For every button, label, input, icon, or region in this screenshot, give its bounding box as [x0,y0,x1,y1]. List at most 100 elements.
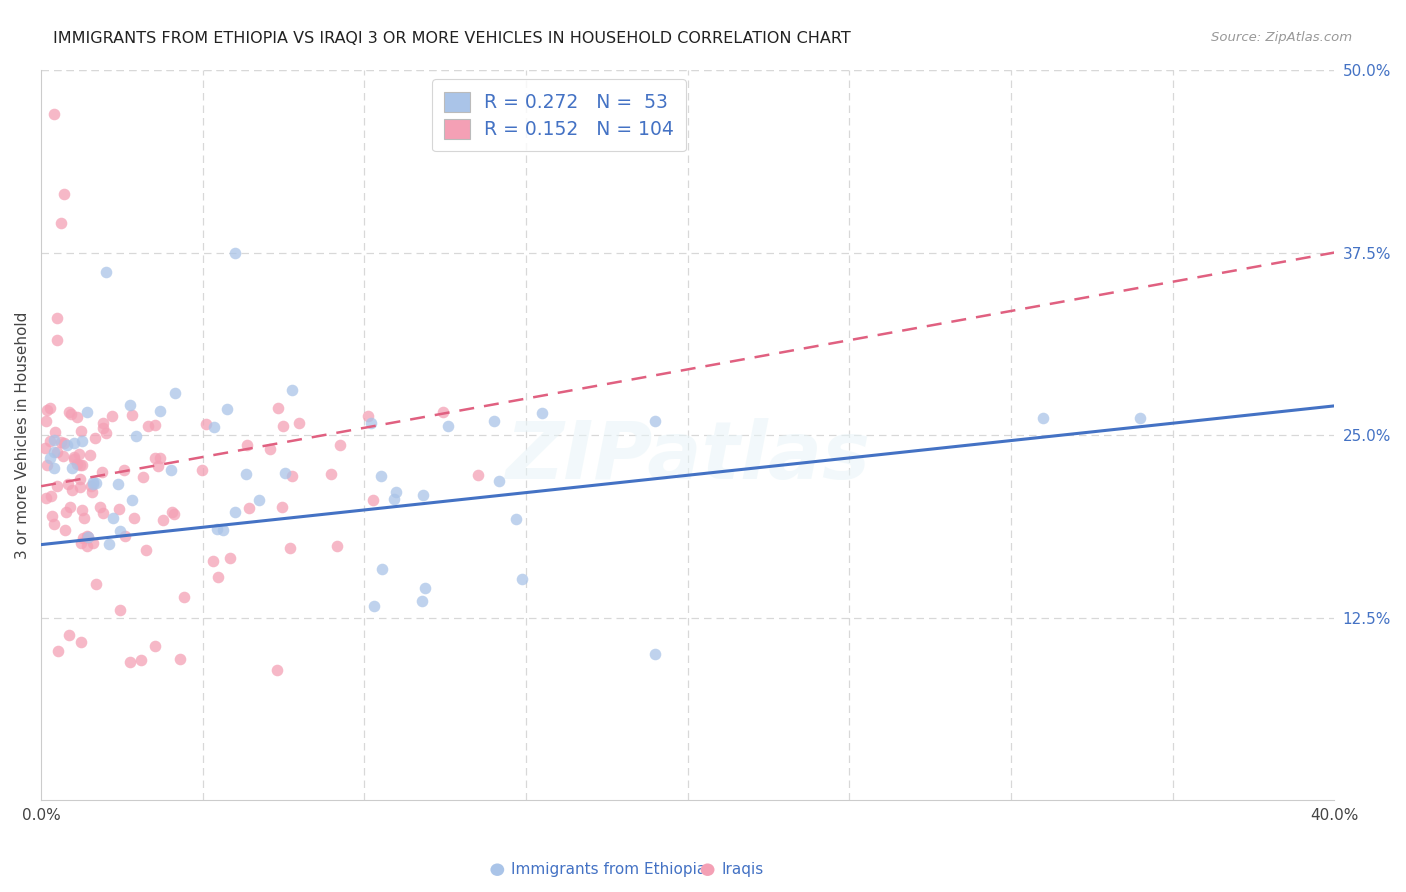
Point [79,449,101,463]
Point [160,505,183,519]
Point [363,599,385,614]
Point [173,590,195,604]
Point [91,506,114,520]
Point [52,436,75,450]
Point [91,416,114,430]
Point [259,442,281,456]
Point [44,517,66,532]
Point [101,409,124,423]
Point [70,536,93,550]
Point [45,479,67,493]
Point [169,652,191,666]
Point [467,468,489,483]
Point [67,447,90,461]
Point [135,543,157,558]
Point [207,570,229,584]
Point [218,551,240,566]
Point [129,653,152,667]
Point [76,529,98,543]
Point [125,429,148,443]
Point [66,457,89,471]
Text: Iraqis: Iraqis [721,863,763,877]
Point [118,398,141,412]
Point [488,474,510,488]
Point [90,465,112,479]
Point [63,450,86,464]
Point [202,554,225,568]
Point [267,401,290,416]
Point [136,419,159,434]
Point [66,410,89,425]
Point [42,107,65,121]
Point [77,530,100,544]
Point [39,401,62,415]
Point [644,647,666,661]
Point [235,438,257,452]
Point [73,511,96,525]
Point [52,449,75,463]
Point [70,458,93,473]
Point [89,500,111,514]
Point [58,405,80,419]
Point [69,472,91,486]
Point [82,536,104,550]
Text: Source: ZipAtlas.com: Source: ZipAtlas.com [1212,31,1353,45]
Point [86,475,108,490]
Point [91,421,114,435]
Point [49,216,72,230]
Point [44,433,66,447]
Point [46,311,69,326]
Point [69,635,91,649]
Point [215,402,238,417]
Point [58,477,80,491]
Point [149,451,172,466]
Point [274,466,297,480]
Point [436,418,458,433]
Point [110,524,132,538]
Point [278,541,301,555]
Point [432,404,454,418]
Point [60,407,83,421]
Point [224,245,246,260]
Point [160,463,183,477]
Point [194,417,217,431]
Point [35,402,58,417]
Point [60,461,83,475]
Point [45,445,67,459]
Point [82,484,104,499]
Point [143,451,166,466]
Point [1032,410,1054,425]
Point [77,530,100,544]
Point [38,451,60,466]
Point [280,383,302,397]
Text: ZIPatlas: ZIPatlas [505,418,870,496]
Point [287,416,309,430]
Point [510,572,533,586]
Point [271,418,294,433]
Point [62,436,84,450]
Point [84,577,107,591]
Point [385,485,408,500]
Point [146,458,169,473]
Point [326,539,349,553]
Point [37,458,59,472]
Point [69,480,91,494]
Point [202,420,225,434]
Point [371,562,394,576]
Point [70,503,93,517]
Point [94,264,117,278]
Point [361,492,384,507]
Point [143,417,166,432]
Text: IMMIGRANTS FROM ETHIOPIA VS IRAQI 3 OR MORE VEHICLES IN HOUSEHOLD CORRELATION CH: IMMIGRANTS FROM ETHIOPIA VS IRAQI 3 OR M… [53,31,851,46]
Text: Immigrants from Ethiopia: Immigrants from Ethiopia [512,863,707,877]
Point [83,431,105,445]
Point [108,502,131,516]
Point [98,537,121,551]
Point [49,435,72,450]
Point [48,644,70,658]
Point [34,441,56,455]
Point [412,488,434,502]
Point [505,512,527,526]
Point [319,467,342,482]
Point [112,463,135,477]
